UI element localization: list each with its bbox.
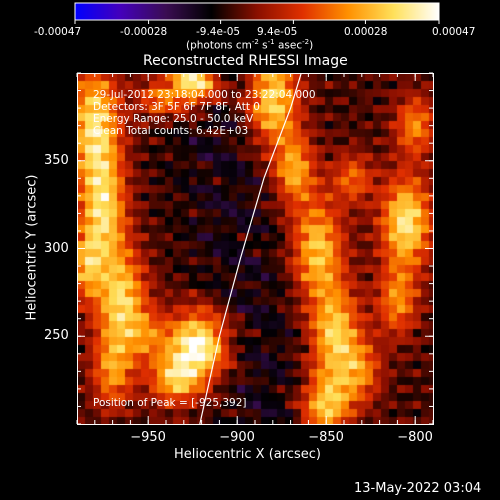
colorbar-tick-label: 0.00028 bbox=[344, 26, 388, 38]
heatmap-area: 29-Jul-2012 23:18:04.000 to 23:22:04.000… bbox=[77, 73, 433, 424]
plot-frame bbox=[77, 73, 434, 425]
peak-position-label: Position of Peak = [-925,392] bbox=[93, 397, 247, 409]
x-axis-ticks bbox=[76, 73, 434, 424]
colorbar-tick-label: 9.4e-05 bbox=[257, 26, 298, 38]
chart-title: Reconstructed RHESSI Image bbox=[143, 53, 348, 69]
heatmap-image bbox=[77, 73, 433, 424]
colorbar-ticks bbox=[74, 20, 440, 24]
colorbar-tick-label: 0.00047 bbox=[432, 26, 476, 38]
colorbar-gradient bbox=[74, 2, 440, 21]
colorbar-units: (photons cm-2 s-1 asec-2) bbox=[186, 38, 314, 52]
y-tick-label: 250 bbox=[44, 328, 69, 344]
info-energy-range: Energy Range: 25.0 - 50.0 keV bbox=[93, 113, 254, 125]
footer-timestamp: 13-May-2022 03:04 bbox=[354, 481, 482, 496]
colorbar-tick-label: -0.00028 bbox=[120, 26, 168, 38]
x-tick-label: −900 bbox=[219, 430, 255, 445]
x-tick-label: −850 bbox=[308, 430, 344, 445]
x-axis-label: Heliocentric X (arcsec) bbox=[174, 447, 321, 462]
info-time-range: 29-Jul-2012 23:18:04.000 to 23:22:04.000 bbox=[93, 89, 316, 101]
y-tick-label: 300 bbox=[44, 240, 69, 256]
y-axis-ticks bbox=[77, 72, 433, 425]
colorbar bbox=[74, 2, 440, 24]
colorbar-tick-label: -9.4e-05 bbox=[196, 26, 241, 38]
x-tick-label: −800 bbox=[397, 430, 433, 445]
info-detectors: Detectors: 3F 5F 6F 7F 8F, Att 0 bbox=[93, 101, 260, 113]
y-tick-label: 350 bbox=[44, 152, 69, 168]
solar-limb-curve bbox=[199, 72, 302, 425]
x-tick-label: −950 bbox=[130, 430, 166, 445]
info-clean-counts: Clean Total counts: 6.42E+03 bbox=[93, 125, 249, 137]
colorbar-tick-label: -0.00047 bbox=[34, 26, 82, 38]
y-axis-label: Heliocentric Y (arcsec) bbox=[24, 174, 40, 321]
